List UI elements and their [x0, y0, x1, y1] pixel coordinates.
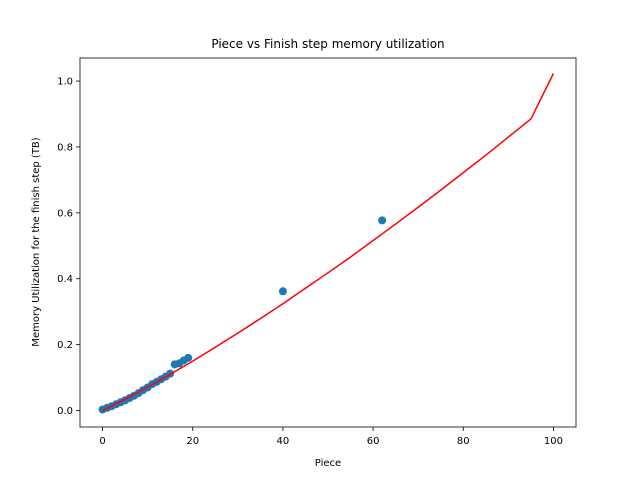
y-tick-label: 0.2: [57, 340, 73, 351]
chart-title: Piece vs Finish step memory utilization: [211, 37, 444, 51]
y-tick-label: 1.0: [57, 77, 73, 88]
axes-frame: [79, 57, 577, 428]
x-tick-label: 80: [457, 436, 470, 447]
y-axis-label: Memory Utilization for the finish step (…: [31, 137, 42, 346]
y-tick-label: 0.8: [57, 142, 73, 153]
data-point: [378, 216, 387, 225]
x-axis-label: Piece: [315, 458, 341, 469]
data-point: [278, 287, 287, 296]
y-tick-label: 0.4: [57, 274, 73, 285]
x-tick-label: 40: [277, 436, 290, 447]
fit-line: [102, 73, 555, 412]
axis-ticks: 0 20 40 60 80 100 0.0 0.2 0.4 0.6 0.8 1.0: [57, 77, 563, 447]
x-tick-label: 100: [544, 436, 563, 447]
plot-area: [98, 73, 555, 414]
x-tick-label: 20: [186, 436, 199, 447]
y-tick-label: 0.6: [57, 208, 73, 219]
x-tick-label: 0: [99, 436, 105, 447]
x-tick-label: 60: [367, 436, 380, 447]
y-tick-label: 0.0: [57, 406, 73, 417]
data-point: [184, 353, 193, 362]
